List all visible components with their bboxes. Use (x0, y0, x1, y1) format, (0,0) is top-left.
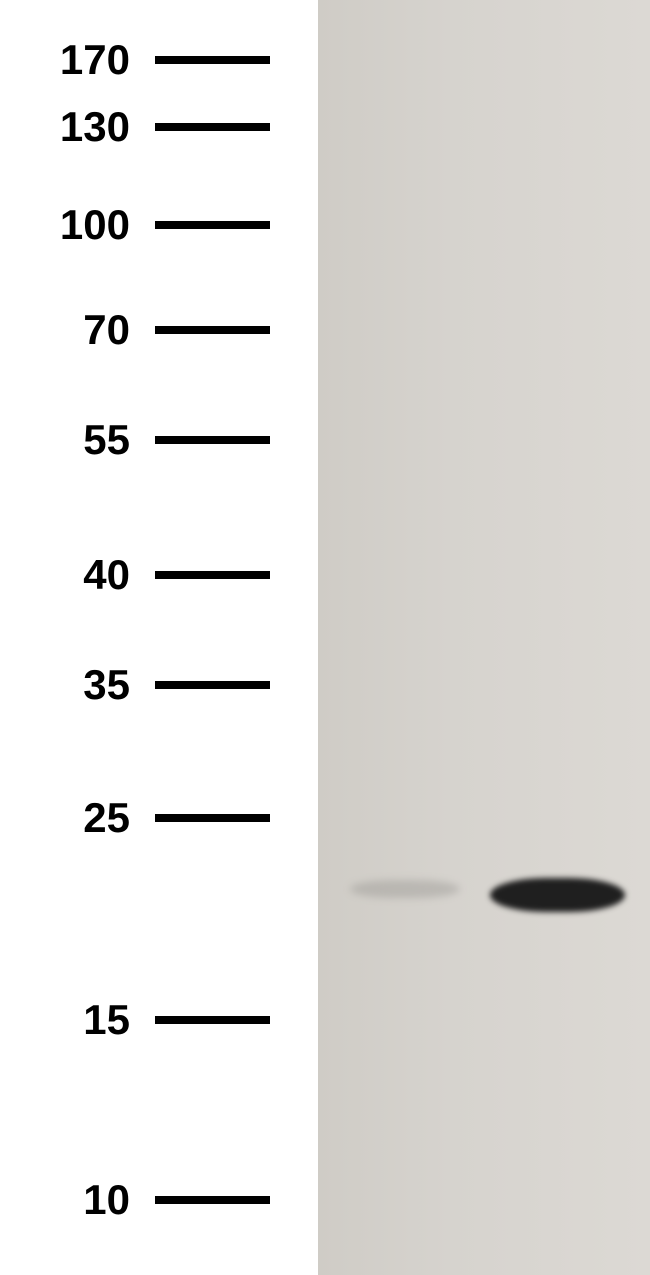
blot-band-0 (490, 878, 625, 912)
ladder-tick-170 (155, 56, 270, 64)
ladder-label-170: 170 (10, 36, 130, 84)
ladder-tick-15 (155, 1016, 270, 1024)
ladder-label-130: 130 (10, 103, 130, 151)
ladder-tick-35 (155, 681, 270, 689)
ladder-tick-40 (155, 571, 270, 579)
ladder-label-10: 10 (10, 1176, 130, 1224)
ladder-label-55: 55 (10, 416, 130, 464)
western-blot-figure: 170 130 100 70 55 40 35 25 15 10 (0, 0, 650, 1275)
ladder-tick-100 (155, 221, 270, 229)
ladder-tick-55 (155, 436, 270, 444)
ladder-label-35: 35 (10, 661, 130, 709)
ladder-label-70: 70 (10, 306, 130, 354)
ladder-label-25: 25 (10, 794, 130, 842)
blot-band-1 (350, 880, 460, 898)
ladder-label-40: 40 (10, 551, 130, 599)
ladder-tick-130 (155, 123, 270, 131)
ladder-tick-25 (155, 814, 270, 822)
ladder-label-15: 15 (10, 996, 130, 1044)
ladder-label-100: 100 (10, 201, 130, 249)
ladder-tick-10 (155, 1196, 270, 1204)
blot-membrane (318, 0, 650, 1275)
ladder-tick-70 (155, 326, 270, 334)
